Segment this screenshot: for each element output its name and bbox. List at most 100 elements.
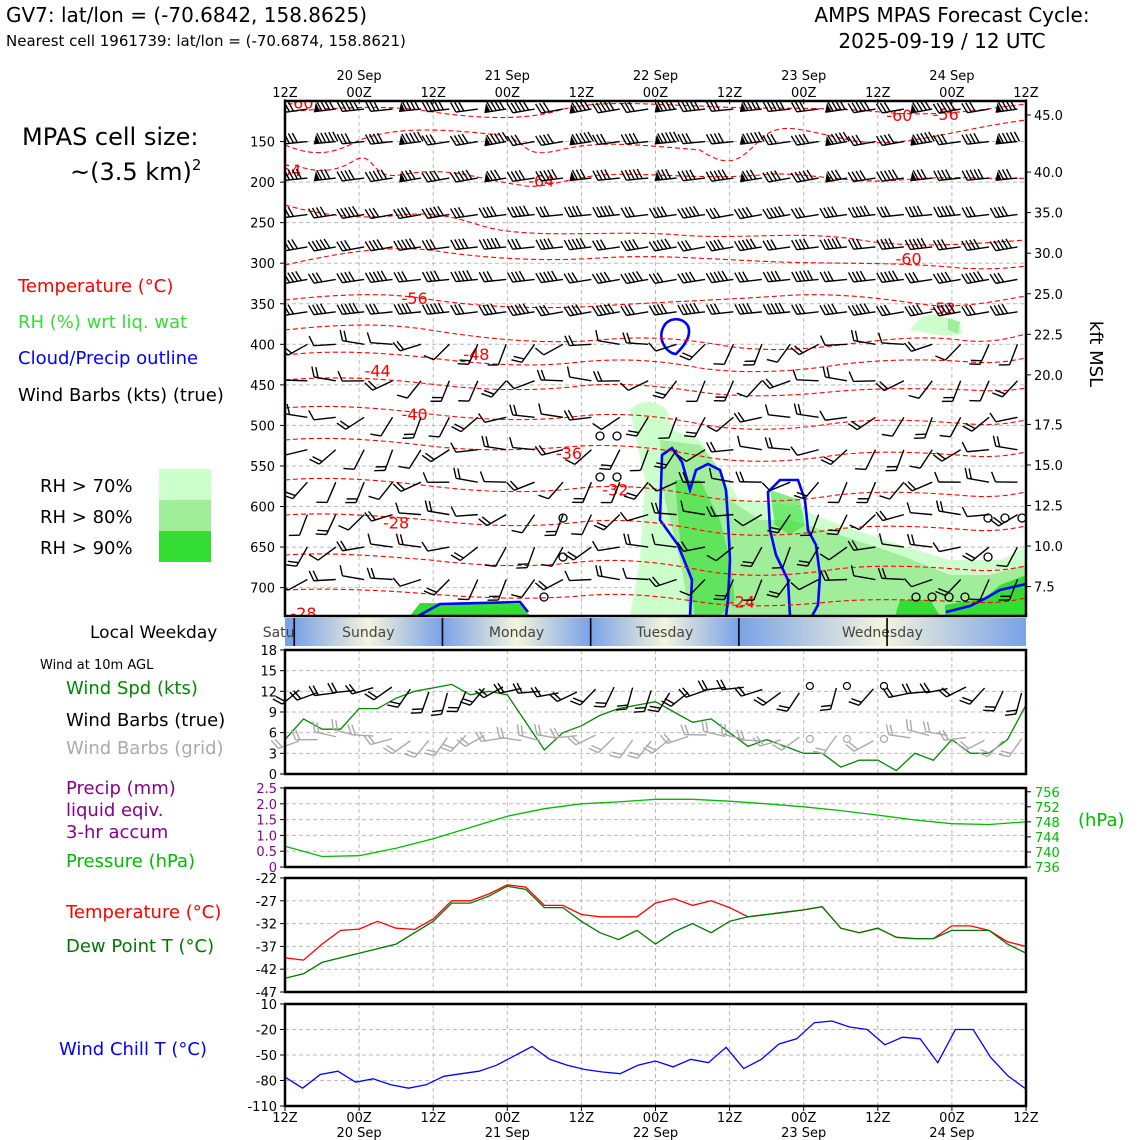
barb-feather bbox=[768, 437, 773, 449]
barb-feather bbox=[912, 169, 919, 181]
barb-feather bbox=[573, 497, 585, 500]
barb-staff bbox=[380, 416, 394, 437]
wind-barb bbox=[705, 132, 734, 145]
wind-barb bbox=[962, 546, 990, 562]
barb-feather bbox=[449, 135, 457, 146]
wind-barb bbox=[819, 410, 848, 421]
temperature-contour-label: -60 bbox=[896, 249, 922, 268]
barb-feather bbox=[709, 101, 717, 112]
wind-barb bbox=[713, 344, 735, 366]
barb-pennant bbox=[399, 172, 406, 182]
barb-feather bbox=[622, 332, 627, 344]
wind-barb bbox=[964, 467, 990, 483]
barb-feather bbox=[312, 685, 319, 696]
barb-feather bbox=[976, 271, 984, 281]
barb-feather bbox=[851, 271, 859, 282]
barb-feather bbox=[827, 206, 834, 217]
barb-feather bbox=[568, 335, 575, 346]
barb-feather bbox=[623, 533, 628, 545]
barb-feather bbox=[628, 239, 635, 250]
wind-barb bbox=[680, 724, 707, 736]
barb-feather bbox=[312, 455, 323, 463]
barb-feather bbox=[364, 241, 372, 252]
barb-feather bbox=[482, 271, 489, 282]
barb-feather bbox=[509, 480, 519, 490]
wind-barb bbox=[847, 303, 876, 316]
barb-staff bbox=[944, 343, 962, 361]
barb-feather bbox=[933, 206, 940, 218]
barb-feather bbox=[648, 577, 657, 587]
barb-feather bbox=[509, 436, 514, 448]
barb-feather bbox=[600, 133, 607, 144]
barb-feather bbox=[620, 102, 628, 113]
barb-feather bbox=[535, 171, 542, 182]
wind-barb bbox=[772, 736, 800, 751]
wind-barb bbox=[564, 570, 592, 582]
barb-feather bbox=[591, 540, 599, 551]
wind-barb bbox=[511, 579, 536, 599]
barb-feather bbox=[320, 132, 327, 143]
wind-barb bbox=[939, 416, 962, 438]
wind-barb bbox=[651, 533, 677, 548]
barb-feather bbox=[863, 205, 871, 216]
barb-feather bbox=[425, 452, 435, 461]
barb-staff bbox=[484, 416, 507, 424]
wind-barb bbox=[336, 302, 365, 316]
barb-feather bbox=[961, 240, 968, 251]
barb-feather bbox=[295, 729, 301, 740]
barb-feather bbox=[622, 567, 627, 579]
barb-feather bbox=[859, 270, 867, 281]
wind-barb bbox=[493, 682, 522, 694]
wind-barb bbox=[791, 101, 819, 113]
wind-barb bbox=[364, 132, 393, 145]
barb-feather bbox=[368, 208, 376, 219]
barb-feather bbox=[315, 207, 323, 218]
barb-feather bbox=[915, 433, 927, 436]
wind-barb bbox=[989, 272, 1018, 285]
barb-feather bbox=[335, 719, 338, 731]
barb-feather bbox=[599, 467, 611, 471]
wind-barb bbox=[449, 169, 478, 183]
barb-feather bbox=[567, 305, 575, 316]
barb-feather bbox=[547, 271, 554, 282]
barb-feather bbox=[370, 567, 376, 579]
barb-feather bbox=[664, 238, 672, 249]
barb-feather bbox=[848, 371, 855, 382]
wind-barb bbox=[875, 304, 904, 317]
kft-tick-label: 22.5 bbox=[1034, 328, 1063, 343]
barb-feather bbox=[941, 687, 951, 696]
wind-barb bbox=[563, 272, 592, 284]
wind-barb bbox=[848, 688, 874, 706]
barb-feather bbox=[984, 706, 996, 708]
calm-circle bbox=[805, 681, 814, 691]
barb-feather bbox=[408, 169, 416, 180]
barb-feather bbox=[701, 679, 708, 690]
barb-feather bbox=[880, 206, 887, 217]
barb-feather bbox=[553, 727, 560, 738]
y-tick-label: 9 bbox=[269, 706, 277, 721]
barb-feather bbox=[680, 724, 686, 735]
pressure-tick-label: 150 bbox=[250, 136, 275, 151]
barb-feather bbox=[534, 686, 542, 697]
wind-barb bbox=[309, 449, 337, 465]
barb-feather bbox=[575, 133, 583, 144]
wind-barb bbox=[969, 579, 990, 601]
barb-feather bbox=[823, 271, 830, 282]
barb-feather bbox=[328, 131, 335, 143]
barb-feather bbox=[855, 206, 863, 217]
barb-feather bbox=[408, 238, 416, 249]
barb-feather bbox=[807, 270, 814, 281]
wind-barb bbox=[567, 734, 596, 746]
barb-feather bbox=[649, 705, 661, 709]
wind-barb bbox=[684, 416, 706, 438]
nearest-cell-text: Nearest cell 1961739: lat/lon = (-70.687… bbox=[6, 32, 406, 50]
wind-barb bbox=[825, 131, 850, 147]
barb-feather bbox=[611, 751, 623, 756]
barb-feather bbox=[538, 445, 547, 455]
barb-feather bbox=[537, 724, 542, 736]
barb-feather bbox=[567, 551, 578, 559]
barb-staff bbox=[569, 376, 592, 382]
barb-feather bbox=[798, 171, 806, 181]
barb-feather bbox=[563, 410, 571, 421]
